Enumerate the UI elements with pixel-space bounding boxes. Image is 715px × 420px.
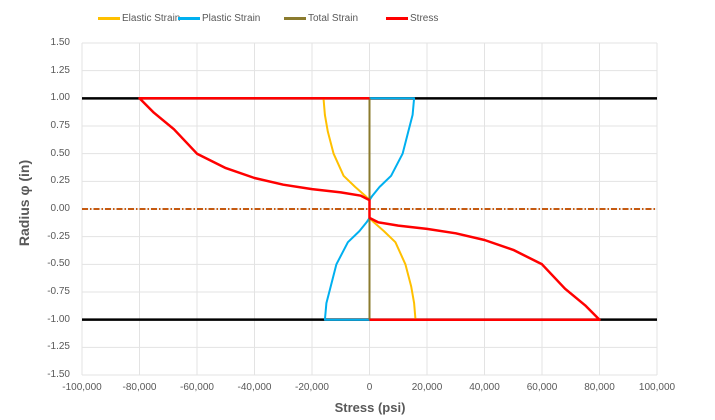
x-axis-title: Stress (psi): [334, 400, 406, 415]
x-tick-label: 60,000: [526, 382, 558, 393]
x-tick-label: 100,000: [638, 382, 676, 393]
y-tick-label: -0.25: [47, 230, 70, 242]
y-tick-label: -1.25: [47, 341, 70, 353]
legend-label: Plastic Strain: [202, 13, 261, 24]
legend-item-total-strain: Total Strain: [284, 13, 358, 24]
legend-item-elastic-strain: Elastic Strain: [98, 13, 180, 24]
y-tick-label: 0.75: [50, 120, 70, 131]
y-tick-label: 0.25: [50, 175, 70, 187]
legend-item-stress: Stress: [386, 13, 438, 24]
x-tick-label: -40,000: [237, 382, 272, 393]
y-tick-label: -1.00: [47, 313, 70, 325]
x-tick-label: -20,000: [295, 382, 329, 393]
x-tick-label: 40,000: [469, 382, 500, 393]
y-tick-label: -0.50: [47, 258, 70, 270]
x-tick-label: -100,000: [62, 382, 102, 393]
y-tick-label: -1.50: [47, 369, 70, 380]
y-tick-label: 1.50: [50, 37, 70, 48]
y-axis-title: Radius φ (in): [16, 159, 32, 247]
x-tick-label: 80,000: [584, 382, 615, 393]
x-tick-label: 0: [366, 382, 373, 393]
legend-swatch-icon: [98, 17, 120, 20]
x-tick-label: -80,000: [122, 382, 157, 393]
legend-swatch-icon: [386, 17, 408, 20]
legend-label: Total Strain: [308, 13, 359, 24]
y-tick-label: -0.75: [47, 286, 70, 297]
legend: Elastic Strain Plastic Strain Total Stra…: [0, 13, 715, 29]
legend-swatch-icon: [284, 17, 306, 20]
legend-label: Stress: [410, 13, 439, 24]
x-tick-label: 20,000: [411, 382, 443, 393]
y-tick-label: 0.50: [50, 147, 70, 159]
x-tick-label: -60,000: [180, 382, 214, 393]
y-tick-label: 0.00: [50, 203, 70, 214]
series-stress: [138, 97, 601, 321]
legend-swatch-icon: [178, 17, 200, 20]
legend-label: Elastic Strain: [122, 13, 181, 24]
y-tick-label: 1.25: [50, 64, 70, 76]
legend-item-plastic-strain: Plastic Strain: [178, 13, 260, 24]
y-tick-label: 1.00: [50, 92, 70, 104]
